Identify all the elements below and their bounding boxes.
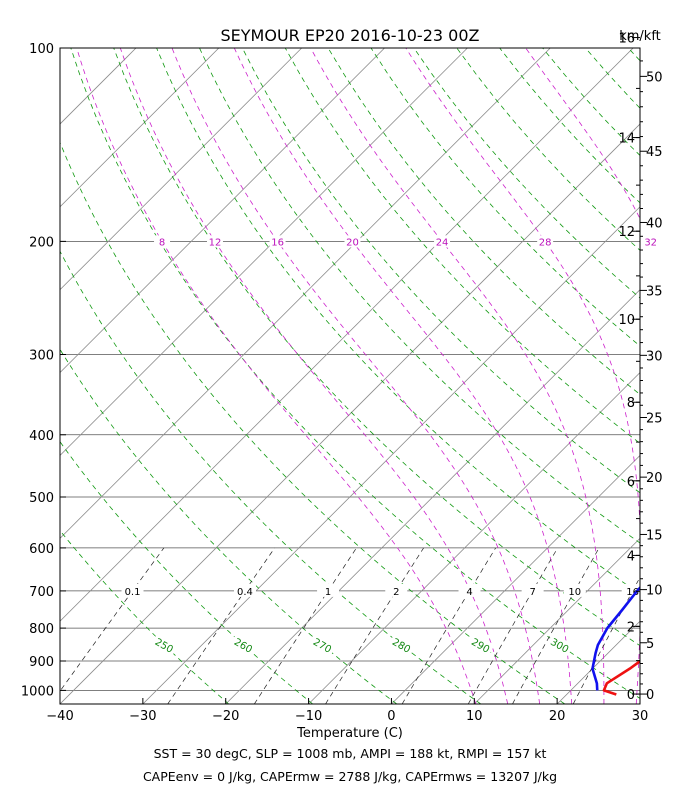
mixing-ratio-label: 4	[466, 587, 472, 598]
moist-adiabat-label: 24	[436, 237, 449, 248]
pressure-tick-label: 400	[29, 429, 54, 444]
moist-adiabat-label: 20	[346, 237, 359, 248]
kft-tick-label: 10	[646, 584, 663, 599]
temperature-tick-label: −40	[46, 709, 73, 724]
mixing-ratio-label: 7	[529, 587, 535, 598]
kft-tick-label: 20	[646, 471, 663, 486]
km-tick-label: 14	[618, 132, 635, 147]
temperature-tick-label: −30	[129, 709, 156, 724]
plot-background	[60, 48, 640, 704]
kft-tick-label: 25	[646, 411, 663, 426]
pressure-tick-label: 700	[29, 585, 54, 600]
pressure-tick-label: 500	[29, 491, 54, 506]
moist-adiabat-label: 32	[644, 237, 657, 248]
right-axis-label: km/kft	[619, 29, 661, 44]
pressure-tick-label: 900	[29, 655, 54, 670]
moist-adiabat-label: 12	[209, 237, 222, 248]
temperature-tick-label: −20	[212, 709, 239, 724]
km-tick-label: 4	[627, 549, 635, 564]
pressure-tick-label: 600	[29, 542, 54, 557]
moist-adiabat-label: 16	[271, 237, 284, 248]
pressure-tick-label: 200	[29, 235, 54, 250]
temperature-tick-label: 30	[632, 709, 649, 724]
kft-tick-label: 30	[646, 349, 663, 364]
km-tick-label: 8	[627, 396, 635, 411]
km-tick-label: 12	[618, 225, 635, 240]
isotherm-line	[0, 48, 53, 704]
kft-tick-label: 40	[646, 216, 663, 231]
kft-tick-label: 35	[646, 284, 663, 299]
footer-summary-line1: SST = 30 degC, SLP = 1008 mb, AMPI = 188…	[0, 746, 700, 761]
temperature-tick-label: 0	[387, 709, 395, 724]
km-tick-label: 0	[627, 688, 635, 703]
moist-adiabat-label: 28	[539, 237, 552, 248]
mixing-ratio-label: 1	[325, 587, 331, 598]
moist-adiabat-label: 8	[159, 237, 165, 248]
pressure-tick-label: 1000	[21, 684, 54, 699]
mixing-ratio-label: 0.1	[125, 587, 141, 598]
pressure-tick-label: 300	[29, 348, 54, 363]
chart-title: SEYMOUR EP20 2016-10-23 00Z	[221, 26, 480, 45]
kft-tick-label: 45	[646, 145, 663, 160]
mixing-ratio-label: 0.4	[237, 587, 253, 598]
kft-tick-label: 0	[646, 688, 654, 703]
pressure-tick-label: 100	[29, 42, 54, 57]
pressure-tick-label: 800	[29, 622, 54, 637]
kft-tick-label: 5	[646, 637, 654, 652]
temperature-tick-label: −10	[295, 709, 322, 724]
footer-summary-line2: CAPEenv = 0 J/kg, CAPErmw = 2788 J/kg, C…	[0, 769, 700, 784]
kft-tick-label: 15	[646, 528, 663, 543]
kft-tick-label: 50	[646, 70, 663, 85]
km-tick-label: 10	[618, 313, 635, 328]
km-tick-label: 6	[627, 475, 635, 490]
km-tick-label: 2	[627, 620, 635, 635]
temperature-tick-label: 10	[466, 709, 483, 724]
mixing-ratio-label: 10	[568, 587, 581, 598]
temperature-tick-label: 20	[549, 709, 566, 724]
mixing-ratio-label: 2	[393, 587, 399, 598]
x-axis-label: Temperature (C)	[296, 726, 403, 741]
dry-adiabat-line	[671, 48, 700, 704]
